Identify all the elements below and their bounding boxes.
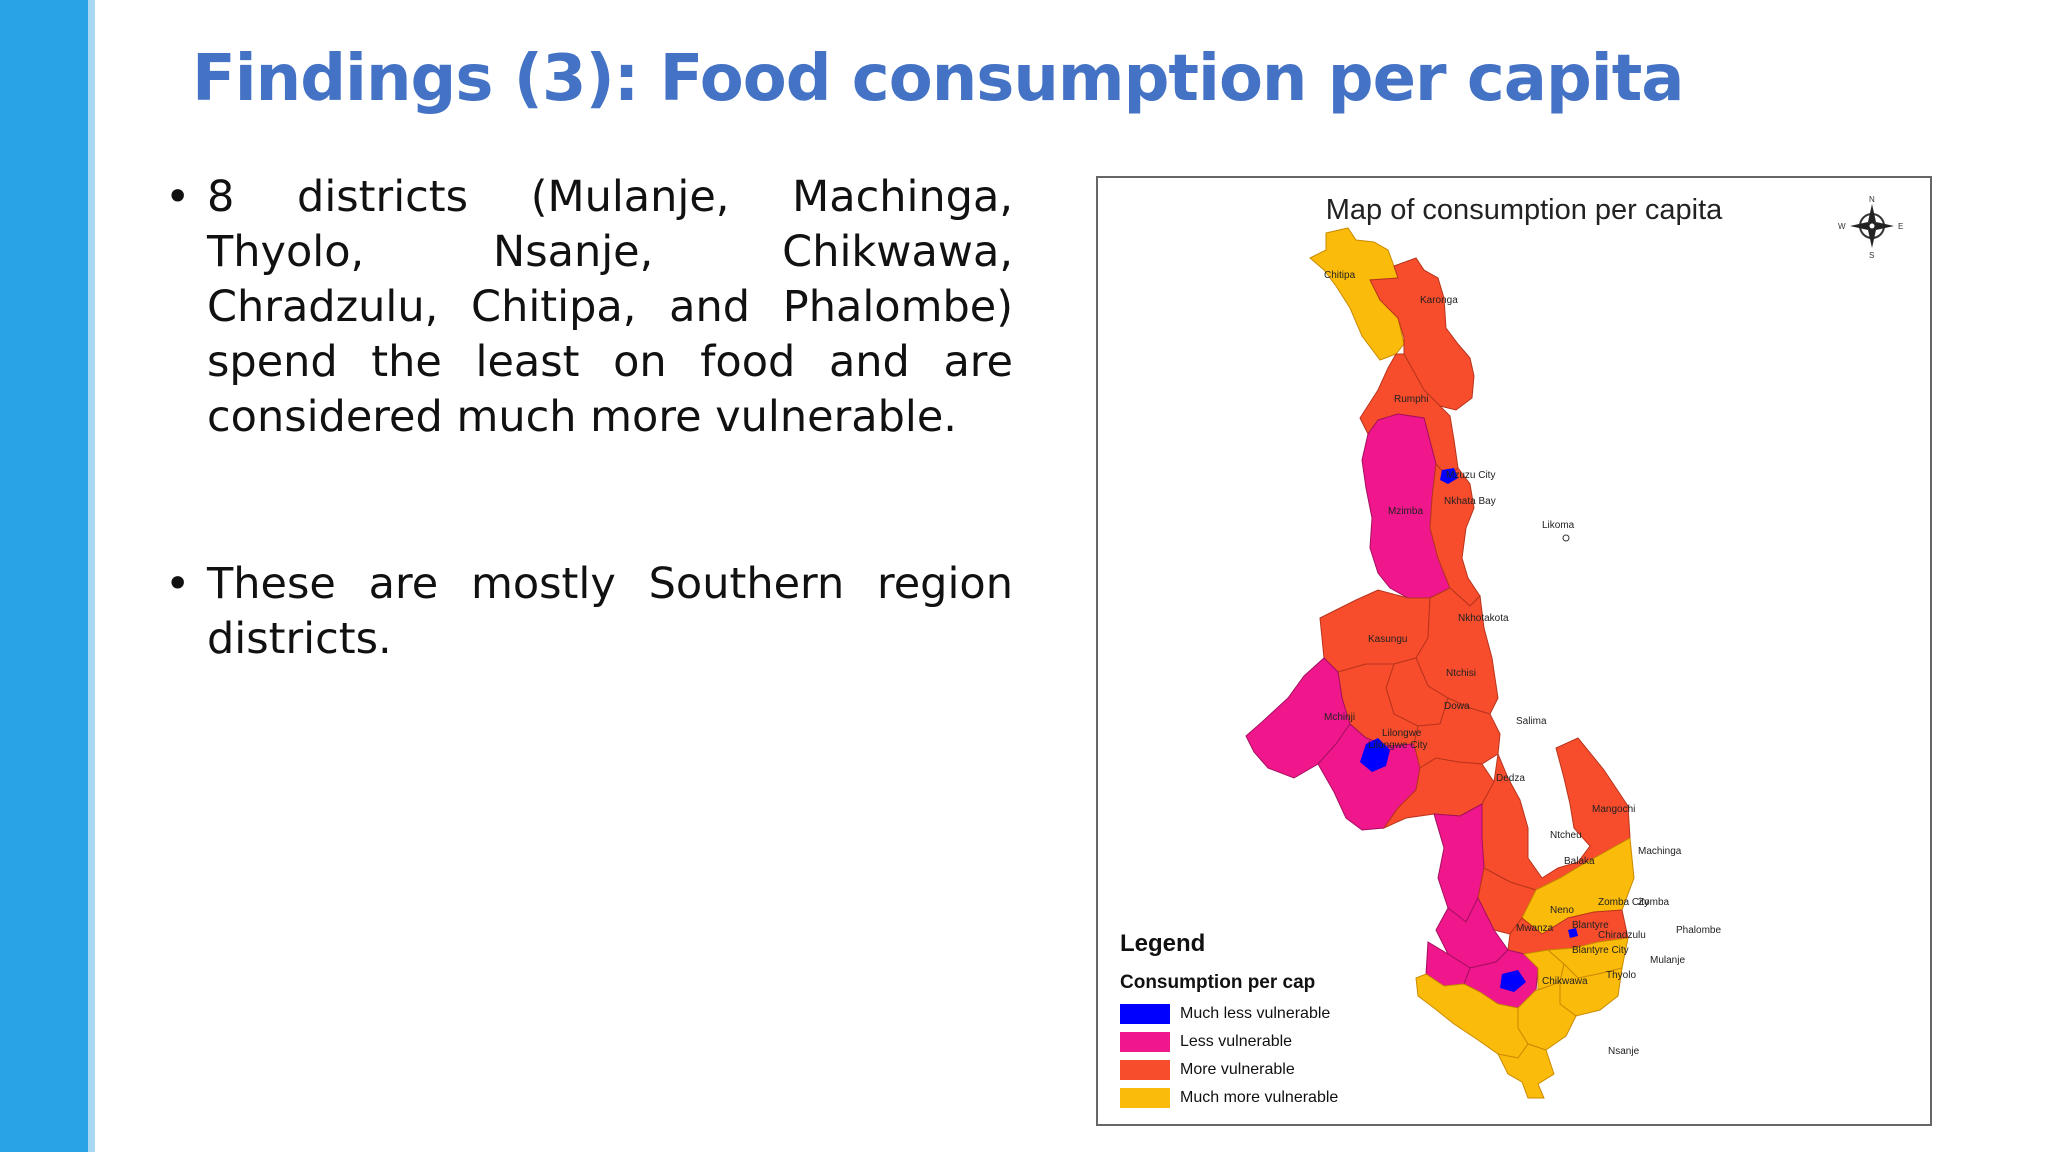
slide-title: Findings (3): Food consumption per capit… [192, 42, 1684, 116]
label-salima: Salima [1516, 716, 1547, 727]
legend-label: Much more vulnerable [1180, 1089, 1339, 1106]
district-mzuzu-city [1440, 468, 1458, 484]
bullet-marker: • [165, 559, 191, 609]
label-blantyre: Blantyre [1572, 920, 1609, 931]
label-nkhata-bay: Nkhata Bay [1444, 496, 1496, 507]
label-karonga: Karonga [1420, 295, 1458, 306]
legend-subtitle: Consumption per cap [1120, 972, 1316, 993]
compass-n: N [1869, 195, 1875, 204]
legend-swatch [1120, 1088, 1170, 1108]
district-likoma [1562, 534, 1570, 542]
district-nkhata-bay [1429, 462, 1481, 607]
district-karonga [1369, 257, 1475, 411]
label-dedza: Dedza [1496, 773, 1525, 784]
district-chitipa [1309, 227, 1405, 361]
legend-label: Much less vulnerable [1180, 1005, 1331, 1022]
label-mangochi: Mangochi [1592, 804, 1635, 815]
label-phalombe: Phalombe [1676, 925, 1721, 936]
label-ntchisi: Ntchisi [1446, 668, 1476, 679]
compass-w: W [1838, 222, 1846, 231]
district-chikwawa [1415, 973, 1529, 1059]
district-lilongwe-city [1360, 738, 1390, 772]
label-machinga: Machinga [1638, 846, 1682, 857]
label-mulanje: Mulanje [1650, 955, 1685, 966]
district-mchinji [1245, 657, 1351, 779]
bullet-item: • 8 districts (Mulanje, Machinga, Thyolo… [165, 170, 1013, 445]
label-mchinji: Mchinji [1324, 712, 1355, 723]
compass-rose-icon: N S E W [1838, 195, 1903, 260]
district-labels: Chitipa Karonga Rumphi Mzuzu City Nkhata… [1324, 270, 1721, 1057]
legend-item: Less vulnerable [1120, 1028, 1338, 1056]
legend-item: More vulnerable [1120, 1056, 1338, 1084]
label-lilongwe-city: Lilongwe City [1368, 740, 1427, 751]
label-dowa: Dowa [1444, 701, 1470, 712]
legend-swatch [1120, 1004, 1170, 1024]
label-chiradzulu: Chiradzulu [1598, 930, 1646, 941]
label-zomba-city: Zomba City [1598, 897, 1649, 908]
legend-item: Much less vulnerable [1120, 1000, 1338, 1028]
label-blantyre-city: Blantyre City [1572, 945, 1629, 956]
bullet-list: • 8 districts (Mulanje, Machinga, Thyolo… [165, 170, 1013, 667]
bullet-text: These are mostly Southern region distric… [207, 559, 1013, 664]
map-figure: Map of consumption per capita [1096, 176, 1932, 1126]
label-kasungu: Kasungu [1368, 634, 1407, 645]
malawi-map: Chitipa Karonga Rumphi Mzuzu City Nkhata… [1245, 195, 1903, 1099]
label-ntcheu: Ntcheu [1550, 830, 1582, 841]
bullet-marker: • [165, 172, 191, 222]
legend-swatch [1120, 1032, 1170, 1052]
label-likoma: Likoma [1542, 520, 1575, 531]
legend-label: Less vulnerable [1180, 1033, 1293, 1050]
compass-e: E [1898, 222, 1903, 231]
label-rumphi: Rumphi [1394, 394, 1428, 405]
label-neno: Neno [1550, 905, 1574, 916]
label-chikwawa: Chikwawa [1542, 976, 1588, 987]
bullet-item: • These are mostly Southern region distr… [165, 557, 1013, 667]
legend-title: Legend [1120, 930, 1206, 957]
label-mzimba: Mzimba [1388, 506, 1423, 517]
legend-label: More vulnerable [1180, 1061, 1295, 1078]
district-blantyre-city [1500, 970, 1526, 992]
label-thyolo: Thyolo [1606, 970, 1636, 981]
compass-s: S [1869, 251, 1874, 260]
slide-side-bar [0, 0, 88, 1152]
label-nsanje: Nsanje [1608, 1046, 1640, 1057]
legend-item: Much more vulnerable [1120, 1084, 1338, 1112]
district-zomba-city [1568, 928, 1578, 938]
label-mzuzu-city: Mzuzu City [1446, 470, 1495, 481]
label-chitipa: Chitipa [1324, 270, 1356, 281]
district-nsanje [1497, 1043, 1555, 1099]
map-legend: Legend Consumption per cap Much less vul… [1120, 930, 1338, 1112]
slide-side-bar-accent [88, 0, 95, 1152]
label-nkhotakota: Nkhotakota [1458, 613, 1509, 624]
label-lilongwe: Lilongwe [1382, 728, 1422, 739]
label-mwanza: Mwanza [1516, 923, 1554, 934]
label-zomba: Zomba [1638, 897, 1670, 908]
bullet-text: 8 districts (Mulanje, Machinga, Thyolo, … [207, 172, 1013, 442]
map-title: Map of consumption per capita [1325, 194, 1723, 226]
legend-swatch [1120, 1060, 1170, 1080]
label-balaka: Balaka [1564, 856, 1595, 867]
